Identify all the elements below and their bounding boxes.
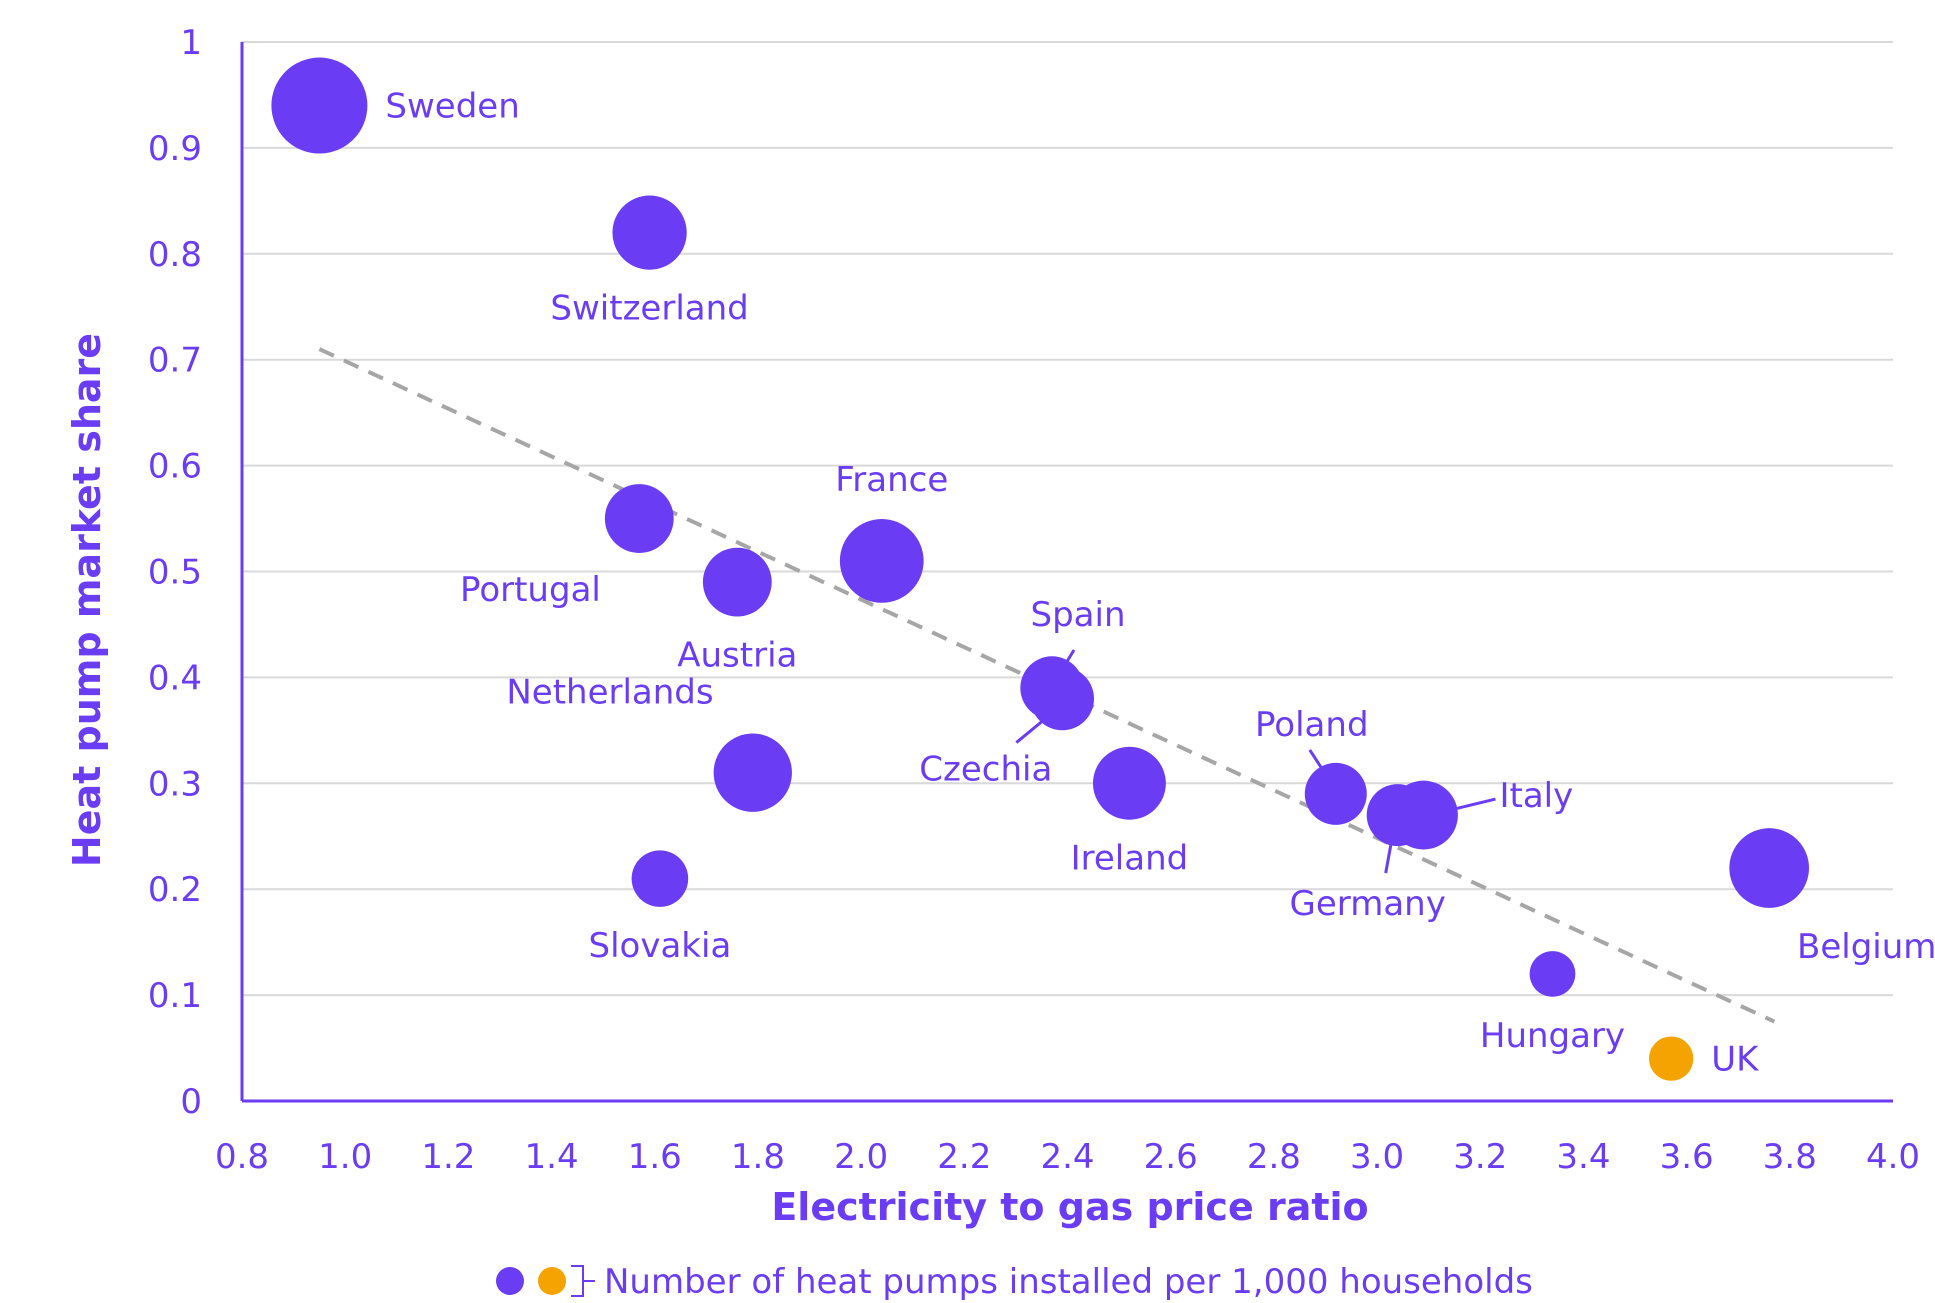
- point-labels: Sweden Switzerland Portugal Austria France Ne…: [385, 87, 1935, 1080]
- point-italy: [1389, 780, 1458, 850]
- y-tick-0.6: 0.6: [148, 447, 202, 487]
- point-label-poland: Poland: [1255, 705, 1369, 745]
- x-tick-2.4: 2.4: [1040, 1137, 1094, 1177]
- legend: Number of heat pumps installed per 1,000…: [496, 1262, 1533, 1302]
- point-label-france: France: [835, 460, 948, 500]
- x-tick-3.2: 3.2: [1453, 1137, 1507, 1177]
- point-france: [839, 519, 924, 603]
- point-label-uk: UK: [1711, 1040, 1760, 1080]
- point-switzerland: [612, 195, 687, 270]
- x-tick-1.6: 1.6: [628, 1137, 682, 1177]
- x-tick-2.2: 2.2: [937, 1137, 991, 1177]
- point-poland: [1304, 762, 1367, 825]
- data-points: [271, 57, 1810, 1081]
- gridlines: [242, 41, 1893, 997]
- y-tick-0.5: 0.5: [148, 553, 202, 593]
- legend-main-swatch: [496, 1267, 524, 1295]
- point-austria: [702, 547, 772, 617]
- point-label-austria: Austria: [677, 635, 797, 675]
- point-hungary: [1529, 951, 1576, 997]
- y-tick-0.2: 0.2: [148, 870, 202, 910]
- point-netherlands: [713, 733, 792, 812]
- y-tick-0.7: 0.7: [148, 341, 202, 381]
- x-tick-1.0: 1.0: [318, 1137, 372, 1177]
- point-label-slovakia: Slovakia: [589, 926, 732, 966]
- x-tick-3.4: 3.4: [1556, 1137, 1610, 1177]
- x-tick-3.8: 3.8: [1763, 1137, 1817, 1177]
- y-tick-0.9: 0.9: [148, 129, 202, 169]
- point-uk: [1648, 1036, 1694, 1081]
- x-tick-1.8: 1.8: [731, 1137, 785, 1177]
- point-portugal: [604, 484, 674, 553]
- axes: [240, 42, 1893, 1103]
- point-label-switzerland: Switzerland: [550, 289, 748, 329]
- point-label-portugal: Portugal: [460, 570, 601, 610]
- point-label-germany: Germany: [1290, 884, 1446, 924]
- point-ireland: [1092, 746, 1166, 820]
- y-tick-0: 0: [180, 1082, 202, 1122]
- x-tick-4.0: 4.0: [1866, 1137, 1920, 1177]
- trendline: [318, 347, 1776, 1024]
- x-tick-2.0: 2.0: [834, 1137, 888, 1177]
- point-label-netherlands: Netherlands: [506, 673, 713, 713]
- x-tick-0.8: 0.8: [215, 1137, 269, 1177]
- point-label-czechia: Czechia: [919, 750, 1052, 790]
- legend-highlight-swatch: [538, 1267, 566, 1295]
- x-tick-2.8: 2.8: [1247, 1137, 1301, 1177]
- legend-text: Number of heat pumps installed per 1,000…: [604, 1262, 1533, 1302]
- y-tick-0.1: 0.1: [148, 976, 202, 1016]
- point-slovakia: [631, 850, 689, 907]
- point-label-hungary: Hungary: [1480, 1016, 1625, 1056]
- y-tick-1: 1: [180, 23, 202, 63]
- y-tick-0.3: 0.3: [148, 764, 202, 804]
- x-tick-1.2: 1.2: [421, 1137, 475, 1177]
- y-tick-0.8: 0.8: [148, 235, 202, 275]
- y-tick-0.4: 0.4: [148, 658, 202, 698]
- point-label-sweden: Sweden: [385, 87, 519, 127]
- x-axis-title: Electricity to gas price ratio: [771, 1185, 1368, 1229]
- x-tick-1.4: 1.4: [525, 1137, 579, 1177]
- point-label-belgium: Belgium: [1797, 927, 1935, 967]
- point-czechia: [1030, 666, 1095, 731]
- point-sweden: [271, 57, 368, 154]
- legend-bracket: [571, 1265, 595, 1297]
- x-tick-2.6: 2.6: [1144, 1137, 1198, 1177]
- point-label-ireland: Ireland: [1071, 839, 1189, 879]
- trendline-layer: [318, 347, 1776, 1024]
- x-tick-3.0: 3.0: [1350, 1137, 1404, 1177]
- tick-labels: 0 0.1 0.2 0.3 0.4 0.5 0.6 0.7 0.8 0.9 1 0.8 1.0 1.2 1.…: [148, 23, 1920, 1177]
- point-label-spain: Spain: [1031, 595, 1126, 635]
- y-axis-title: Heat pump market share: [65, 333, 109, 867]
- point-belgium: [1729, 828, 1810, 908]
- x-tick-3.6: 3.6: [1660, 1137, 1714, 1177]
- point-label-italy: Italy: [1499, 776, 1573, 816]
